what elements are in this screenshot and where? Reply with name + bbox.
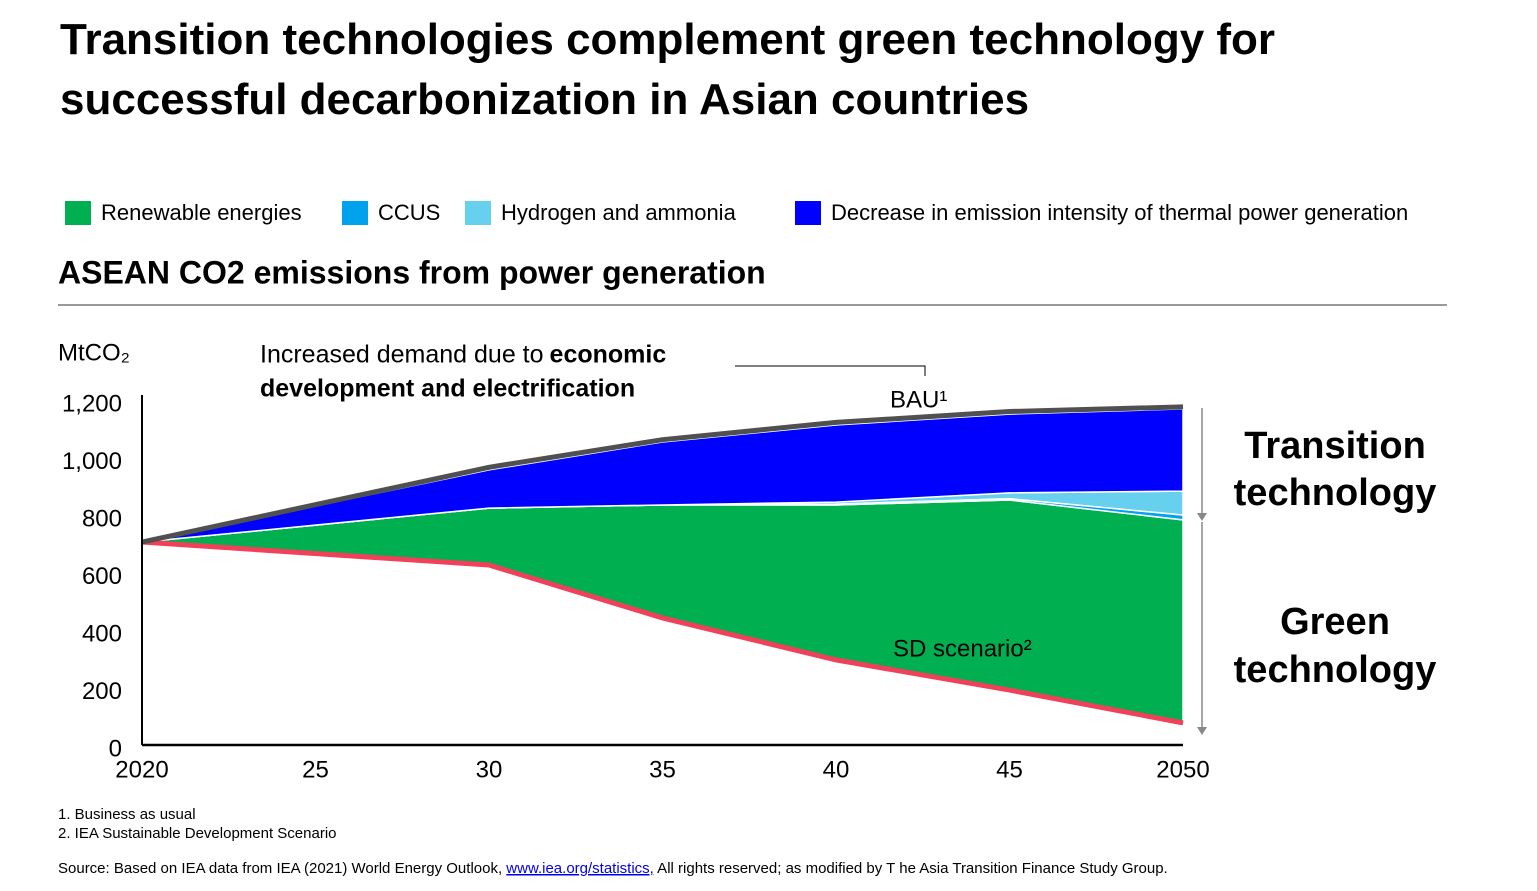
footnote: 2. IEA Sustainable Development Scenario (58, 825, 337, 842)
text-line: Transition technologies complement green… (60, 15, 1275, 64)
x-tick-label: 25 (302, 756, 329, 783)
y-tick-label: 1,000 (62, 448, 122, 475)
legend-swatch (342, 201, 368, 225)
y-tick-label: 800 (82, 505, 122, 532)
legend-label: Renewable energies (101, 200, 302, 225)
sd-line (141, 539, 1184, 726)
y-tick-label: 0 (109, 735, 122, 762)
area (141, 499, 1184, 724)
right-label: Transition technology (1234, 425, 1437, 514)
x-tick-label: 45 (996, 756, 1023, 783)
legend-swatch (65, 201, 91, 225)
legend-label: Decrease in emission intensity of therma… (831, 200, 1408, 225)
bracket (735, 365, 926, 376)
footnote: 1. Business as usual (58, 806, 196, 823)
legend-swatch (465, 201, 491, 225)
chart-subtitle: ASEAN CO2 emissions from power generatio… (58, 254, 766, 290)
line-label: BAU¹ (890, 386, 947, 413)
legend-label: CCUS (378, 200, 440, 225)
x-tick-label: 30 (476, 756, 503, 783)
text-line: Green (1280, 601, 1390, 643)
source-text: Source: Based on IEA data from IEA (2021… (58, 860, 506, 877)
x-tick-label: 35 (649, 756, 676, 783)
line-label: SD scenario² (893, 635, 1032, 662)
right-labels: Transition technology Green technology (1234, 425, 1437, 691)
y-tick-label: 200 (82, 678, 122, 705)
y-tick-label: 1,200 (62, 390, 122, 417)
x-tick-label: 2020 (115, 756, 168, 783)
right-label: Green technology (1234, 601, 1437, 691)
legend-label: Hydrogen and ammonia (501, 200, 737, 225)
arrow-head (1197, 513, 1207, 521)
chart-title: Transition technologies complement green… (60, 15, 1275, 124)
x-tick-label: 40 (823, 756, 850, 783)
source-link[interactable]: www.iea.org/statistics, (505, 860, 654, 877)
text-line: technology (1234, 649, 1437, 691)
x-tick-label: 2050 (1156, 756, 1209, 783)
annotation-bold: development and electrification (260, 375, 635, 403)
source-text: All rights reserved; as modified by T he… (654, 860, 1168, 877)
annotation-bold: economic (550, 341, 667, 369)
y-tick-label: 600 (82, 563, 122, 590)
bau-line (141, 404, 1184, 545)
text-line: technology (1234, 472, 1437, 514)
text-line: Transition (1244, 425, 1426, 467)
y-axis-label: MtCO₂ (58, 339, 130, 366)
annotation: Increased demand due to (260, 341, 544, 369)
y-tick-label: 400 (82, 620, 122, 647)
arrow-head (1197, 727, 1207, 735)
text-line: successful decarbonization in Asian coun… (60, 75, 1029, 124)
legend-swatch (795, 201, 821, 225)
source: Source: Based on IEA data from IEA (2021… (58, 860, 1168, 877)
